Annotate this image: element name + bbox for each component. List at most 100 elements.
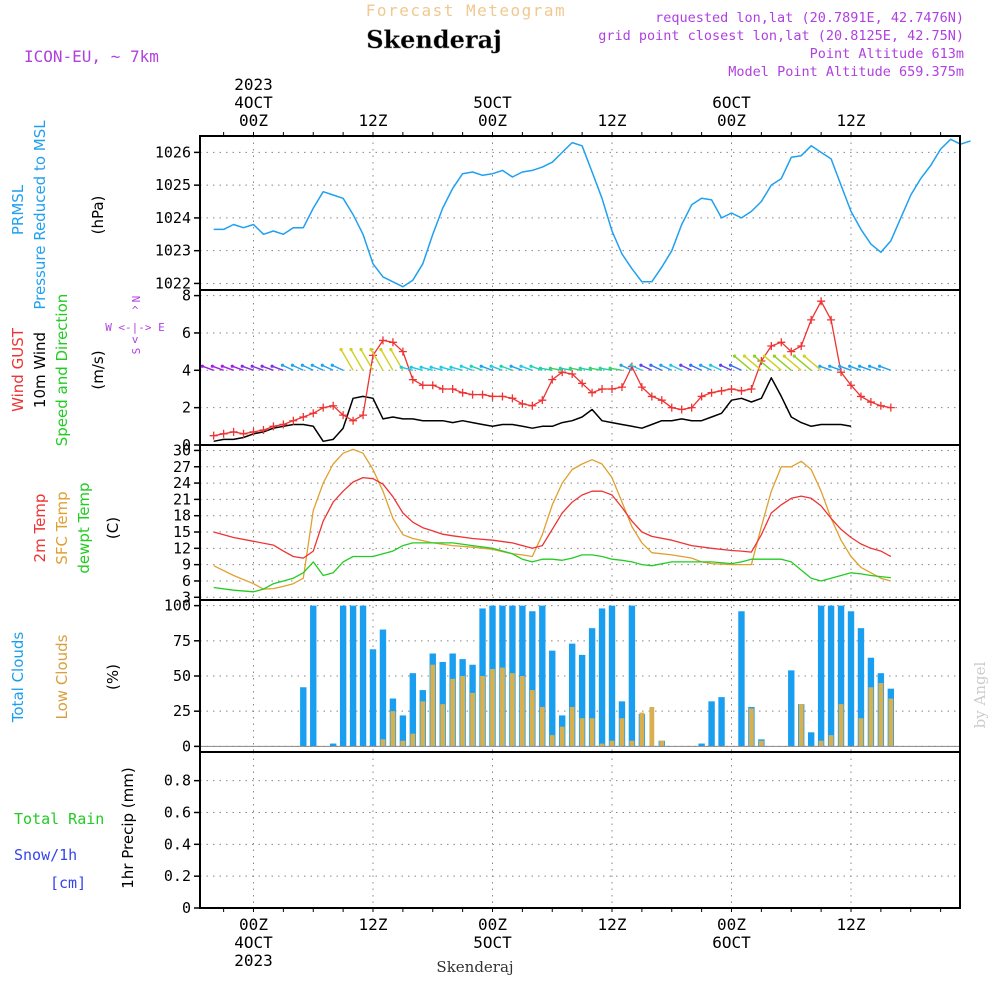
gust-marker [388, 338, 397, 347]
panel-frame [199, 751, 961, 909]
total-cloud-bar [698, 743, 705, 747]
compass-north: N [130, 296, 143, 303]
wind-arrow-head [379, 347, 383, 352]
wind-arrow-head [792, 354, 796, 358]
low-cloud-bar [659, 740, 665, 747]
wind-arrow-head [369, 347, 373, 352]
wind-arrow [829, 365, 842, 371]
gust-marker [219, 429, 228, 438]
wind-arrow [650, 364, 663, 371]
total-cloud-bar [399, 715, 407, 747]
wind-arrow-head [752, 354, 757, 358]
wind-arrow [670, 364, 683, 371]
wind-tick-label: 4 [182, 361, 191, 379]
wind-arrow [819, 365, 832, 371]
gust-marker [229, 427, 238, 436]
wind-arrow-head [210, 364, 214, 368]
temp-tick-label: 24 [173, 474, 191, 492]
wind-arrow-head [240, 364, 244, 368]
total-cloud-bar [310, 605, 317, 747]
requested-coords: requested lon,lat (20.7891E, 42.7476N) [655, 10, 964, 26]
time-label-top: 4OCT [234, 93, 273, 112]
low-cloud-bar [868, 687, 874, 747]
wind-arrow [440, 366, 453, 371]
low-cloud-bar [549, 735, 555, 747]
gust-marker [418, 381, 427, 390]
wind-arrow [340, 349, 354, 371]
pressure-label-1: PRMSL [9, 184, 27, 235]
cloud-tick-label: 75 [173, 632, 191, 650]
low-cloud-bar [858, 718, 864, 747]
gust-marker [329, 401, 338, 410]
wind-arrow-head [877, 364, 882, 368]
gust-marker [886, 403, 895, 412]
wind-arrow [690, 364, 702, 371]
wind-arrow [302, 364, 314, 371]
temp-tick-label: 3 [182, 588, 191, 606]
wind-arrow-head [330, 363, 334, 367]
wind-arrow-head [679, 363, 683, 367]
pressure-tick-label: 1025 [155, 176, 191, 194]
gust-marker [378, 336, 387, 345]
low-cloud-bar [559, 726, 565, 747]
time-label-bottom: 12Z [837, 915, 866, 934]
wind-arrow-head [270, 364, 274, 368]
wind-arrow [773, 355, 792, 371]
total-cloud-bar [568, 643, 576, 747]
low-cloud-bar [390, 711, 396, 747]
low-cloud-bar [599, 743, 605, 747]
gust-marker [518, 399, 527, 408]
cloud-tick-label: 0 [182, 737, 191, 755]
wind-arrow-head [489, 364, 493, 368]
wind-tick-label: 0 [182, 436, 191, 454]
compass-up: ^ [132, 304, 139, 317]
wind-arrow-head [848, 364, 852, 368]
wind-arrow-head [772, 354, 776, 358]
time-label-bottom: 2023 [234, 951, 273, 970]
gust-marker [498, 392, 507, 401]
time-label-top: 00Z [239, 111, 268, 130]
gust-marker [438, 384, 447, 393]
wind-arrow-head [659, 363, 663, 367]
gust-marker [617, 383, 626, 392]
time-label-top: 00Z [717, 111, 746, 130]
wind-arrow [763, 355, 782, 371]
low-cloud-bar [569, 706, 575, 747]
wind-tick-label: 8 [182, 287, 191, 305]
wind-arrow [540, 367, 553, 371]
total-cloud-bar [329, 743, 337, 747]
wind-arrow-head [429, 365, 433, 369]
gust-marker [797, 342, 806, 351]
total-cloud-bar [529, 611, 536, 747]
wind-arrow [580, 367, 593, 371]
wind-arrow-head [459, 364, 463, 368]
low-cloud-bar [380, 739, 386, 747]
gust-marker [876, 401, 885, 410]
gust-marker [239, 429, 248, 438]
wind-arrow-head [389, 347, 393, 352]
wind-arrow [550, 367, 563, 371]
gust-marker [637, 383, 646, 392]
time-label-bottom: 12Z [598, 915, 627, 934]
time-label-bottom: 00Z [478, 915, 507, 934]
t2m-line [213, 476, 892, 559]
wind-arrow [480, 365, 493, 371]
wind-arrow-head [728, 363, 733, 367]
wind-arrow-head [469, 364, 473, 368]
snow-unit-label: [cm] [50, 874, 86, 892]
wind-arrow [500, 365, 513, 371]
total-cloud-bar [817, 605, 825, 747]
footer-location: Skenderaj [436, 958, 513, 976]
wind-arrow-head [629, 363, 633, 367]
wind-arrow [700, 364, 712, 371]
wind-unit: (m/s) [89, 350, 107, 389]
wind-arrow [570, 367, 583, 371]
wind-arrow [660, 364, 673, 371]
point-altitude: Point Altitude 613m [810, 46, 964, 62]
gust-marker [528, 401, 537, 410]
temp-tick-label: 6 [182, 572, 191, 590]
low-cloud-bar [828, 735, 834, 747]
wind-gust-label: Wind GUST [9, 327, 27, 412]
total-cloud-bar [359, 605, 367, 747]
gust-marker [249, 427, 258, 436]
